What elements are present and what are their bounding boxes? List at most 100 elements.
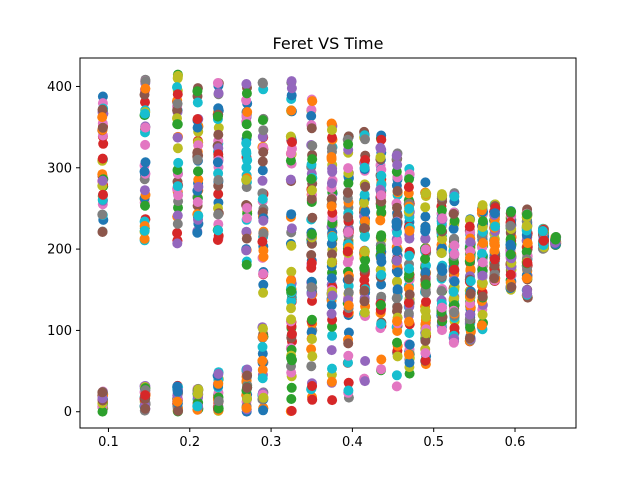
x-tick-label: 0.2	[179, 435, 200, 450]
scatter-point	[476, 320, 487, 331]
scatter-point	[436, 248, 447, 259]
y-tick-label: 400	[47, 80, 72, 95]
scatter-point	[241, 403, 252, 413]
scatter-point	[172, 89, 183, 100]
scatter-point	[172, 381, 183, 392]
scatter-point	[376, 364, 387, 375]
scatter-point	[477, 257, 488, 268]
scatter-point	[258, 268, 269, 279]
scatter-point	[343, 327, 354, 338]
scatter-point	[173, 70, 183, 81]
scatter-point	[258, 392, 269, 403]
scatter-point	[139, 166, 150, 177]
scatter-point	[420, 267, 431, 278]
scatter-point	[258, 287, 269, 298]
scatter-point	[359, 246, 370, 257]
scatter-point	[192, 388, 203, 399]
scatter-point	[192, 147, 203, 158]
scatter-point	[257, 236, 268, 247]
scatter-point	[306, 258, 317, 268]
scatter-point	[307, 394, 318, 405]
scatter-point	[139, 225, 150, 236]
scatter-point	[286, 296, 297, 307]
scatter-point	[404, 316, 414, 327]
scatter-point	[392, 302, 403, 313]
scatter-point	[327, 231, 338, 242]
scatter-point	[258, 323, 268, 334]
scatter-point	[376, 207, 387, 218]
scatter-point	[449, 249, 460, 259]
scatter-point	[392, 160, 403, 170]
scatter-point	[327, 330, 338, 341]
scatter-point	[307, 229, 317, 240]
scatter-point	[359, 197, 369, 208]
scatter-point	[326, 257, 337, 268]
scatter-point	[97, 175, 108, 186]
scatter-point	[506, 241, 517, 252]
scatter-point	[286, 76, 297, 87]
scatter-point	[376, 354, 387, 365]
scatter-point	[193, 166, 203, 177]
scatter-point	[286, 275, 296, 286]
scatter-point	[343, 212, 354, 223]
scatter-point	[306, 174, 317, 184]
scatter-point	[307, 212, 318, 223]
scatter-point	[437, 190, 448, 201]
scatter-point	[477, 291, 488, 302]
scatter-point	[306, 193, 317, 204]
scatter-point	[404, 289, 415, 300]
scatter-point	[140, 200, 150, 211]
scatter-point	[490, 221, 501, 232]
scatter-point	[376, 256, 387, 267]
scatter-point	[212, 111, 223, 122]
scatter-point	[449, 307, 460, 318]
scatter-point	[437, 302, 447, 313]
scatter-point	[478, 238, 488, 248]
scatter-point	[172, 181, 183, 192]
scatter-point	[307, 381, 318, 391]
scatter-point	[404, 250, 415, 261]
scatter-point	[257, 364, 268, 375]
scatter-point	[241, 233, 252, 244]
scatter-point	[505, 269, 516, 280]
scatter-point	[193, 210, 204, 221]
scatter-point	[173, 190, 184, 201]
scatter-point	[343, 300, 354, 311]
scatter-point	[326, 194, 337, 205]
scatter-point	[213, 129, 224, 140]
scatter-point	[213, 378, 224, 389]
scatter-point	[420, 177, 431, 188]
scatter-point	[258, 245, 269, 256]
scatter-point	[192, 401, 203, 412]
scatter-point	[360, 181, 371, 192]
scatter-point	[286, 105, 297, 116]
scatter-point	[477, 278, 488, 289]
scatter-point	[140, 139, 151, 150]
scatter-point	[392, 186, 403, 196]
scatter-point	[522, 238, 533, 249]
scatter-point	[505, 220, 516, 231]
x-tick-label: 0.3	[261, 435, 282, 450]
scatter-point	[286, 240, 297, 251]
scatter-point	[327, 132, 337, 143]
scatter-point	[521, 246, 532, 257]
scatter-point	[241, 245, 252, 256]
scatter-point	[326, 376, 337, 387]
scatter-point	[343, 338, 354, 349]
scatter-point	[538, 235, 549, 246]
scatter-point	[489, 236, 500, 247]
scatter-point	[258, 405, 269, 416]
scatter-point	[286, 285, 297, 296]
scatter-point	[420, 312, 431, 322]
scatter-point	[376, 319, 387, 329]
scatter-point	[307, 154, 318, 165]
scatter-point	[327, 363, 337, 374]
scatter-point	[375, 243, 386, 254]
scatter-point	[465, 288, 476, 299]
scatter-point	[375, 142, 386, 153]
scatter-point	[97, 104, 108, 115]
chart-title: Feret VS Time	[273, 34, 384, 53]
scatter-point	[257, 194, 268, 205]
